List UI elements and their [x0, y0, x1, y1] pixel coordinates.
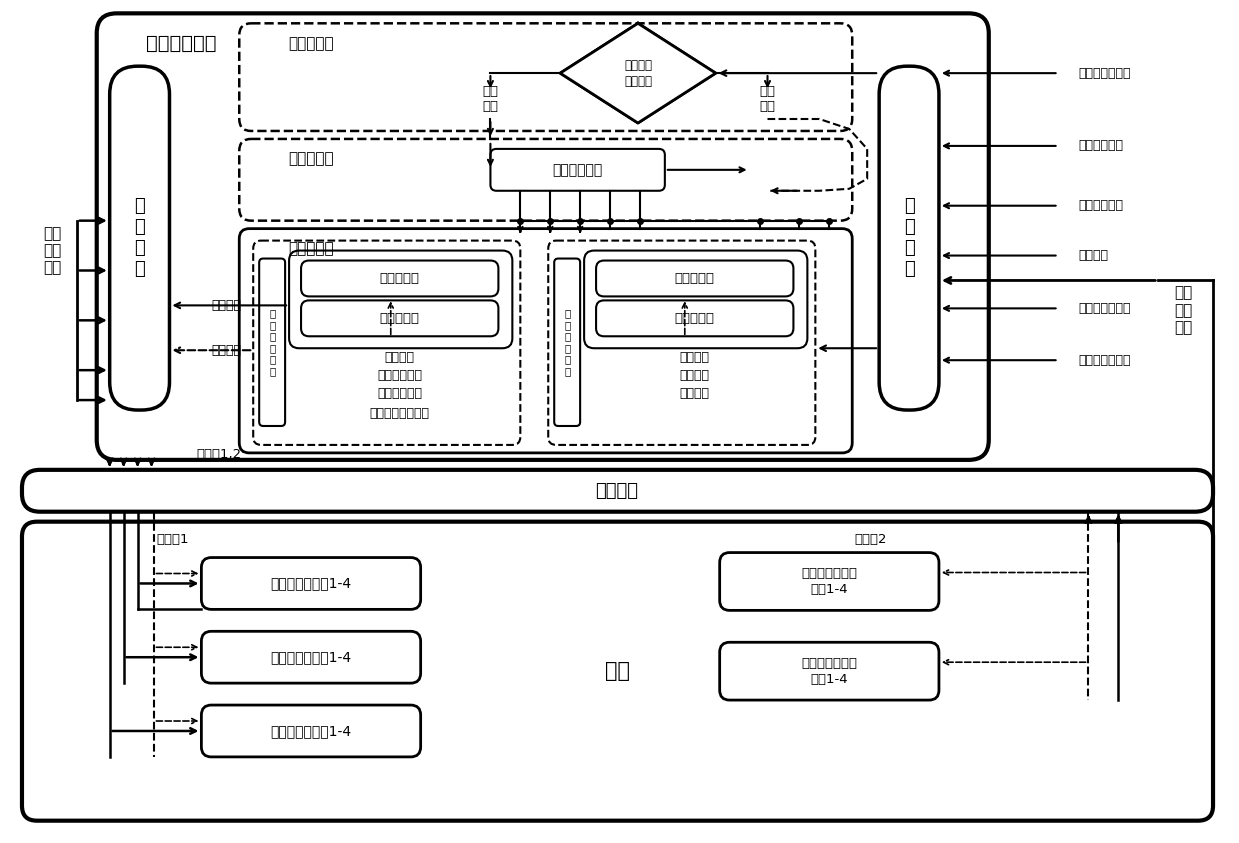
FancyBboxPatch shape	[584, 250, 808, 348]
Text: 加速踏板信息: 加速踏板信息	[1078, 139, 1124, 153]
FancyBboxPatch shape	[110, 66, 170, 410]
FancyBboxPatch shape	[239, 228, 852, 453]
Text: 纵向加速度信息: 纵向加速度信息	[1078, 302, 1131, 315]
Text: 接
收
模
块: 接 收 模 块	[903, 197, 914, 278]
FancyBboxPatch shape	[259, 259, 285, 426]
Text: 制动能量回收: 制动能量回收	[377, 368, 422, 382]
FancyBboxPatch shape	[301, 260, 498, 297]
Text: 调度命令: 调度命令	[212, 344, 242, 357]
Text: 状态判断层: 状态判断层	[289, 35, 333, 51]
FancyBboxPatch shape	[97, 13, 989, 460]
Text: 模式管理模块: 模式管理模块	[553, 163, 602, 177]
Text: 参考帧2: 参考帧2	[854, 533, 887, 546]
Text: 车轮转速传感器
节点1-4: 车轮转速传感器 节点1-4	[802, 657, 857, 685]
Text: 驱动转向协同: 驱动转向协同	[377, 387, 422, 400]
FancyBboxPatch shape	[202, 705, 421, 757]
Text: 转向执行器节点1-4: 转向执行器节点1-4	[270, 650, 352, 664]
Text: 调度器模块: 调度器模块	[675, 312, 715, 325]
Text: 横摆角速度信息: 横摆角速度信息	[1078, 354, 1131, 367]
FancyBboxPatch shape	[720, 552, 939, 610]
Text: 驱动执行器节点1-4: 驱动执行器节点1-4	[270, 577, 352, 590]
Text: 基本驱动: 基本驱动	[680, 368, 710, 382]
Text: 参考帧1,2: 参考帧1,2	[197, 448, 242, 461]
Text: 控制器模块: 控制器模块	[675, 272, 715, 285]
Text: 发
送
模
块: 发 送 模 块	[134, 197, 145, 278]
FancyBboxPatch shape	[202, 631, 421, 683]
Text: 基本转向: 基本转向	[680, 387, 710, 400]
Text: 正常
状态: 正常 状态	[482, 85, 498, 113]
FancyBboxPatch shape	[720, 642, 939, 700]
Text: 策略管理层: 策略管理层	[289, 241, 333, 256]
Text: 车载网络: 车载网络	[596, 481, 638, 500]
Text: 车辆
状态
反馈: 车辆 状态 反馈	[1175, 286, 1192, 336]
Polygon shape	[560, 24, 716, 123]
FancyBboxPatch shape	[880, 66, 939, 410]
Text: 车辆: 车辆	[605, 661, 629, 681]
Text: 策
略
管
理
模
块: 策 略 管 理 模 块	[564, 309, 570, 376]
Text: 方向盘转角信息: 方向盘转角信息	[1078, 67, 1131, 79]
Text: 制动执行器节点1-4: 制动执行器节点1-4	[270, 724, 352, 738]
Text: 策
略
管
理
模
块: 策 略 管 理 模 块	[269, 309, 275, 376]
Text: 调度器模块: 调度器模块	[379, 312, 420, 325]
Text: 制动踏板信息: 制动踏板信息	[1078, 199, 1124, 212]
Text: 参考帧1: 参考帧1	[156, 533, 190, 546]
Text: 模式管理层: 模式管理层	[289, 152, 333, 166]
FancyBboxPatch shape	[301, 300, 498, 336]
Text: 车轮转角传感器
节点1-4: 车轮转角传感器 节点1-4	[802, 567, 857, 596]
Text: 总线状态
管理模块: 总线状态 管理模块	[624, 59, 652, 88]
Text: 整车控制单元: 整车控制单元	[146, 34, 217, 53]
Text: 辅助
状态: 辅助 状态	[760, 85, 776, 113]
Text: 基本制动: 基本制动	[680, 351, 710, 363]
FancyBboxPatch shape	[596, 300, 793, 336]
Text: 驱动制动转向协同: 驱动制动转向协同	[369, 406, 430, 420]
FancyBboxPatch shape	[596, 260, 793, 297]
Text: 车辆
控制
命令: 车辆 控制 命令	[43, 226, 61, 276]
Text: 控制器模块: 控制器模块	[379, 272, 420, 285]
Text: 车速信息: 车速信息	[1078, 249, 1109, 262]
FancyBboxPatch shape	[202, 557, 421, 609]
FancyBboxPatch shape	[491, 149, 665, 191]
FancyBboxPatch shape	[289, 250, 513, 348]
FancyBboxPatch shape	[554, 259, 580, 426]
FancyBboxPatch shape	[22, 522, 1213, 821]
Text: 控制命令: 控制命令	[212, 299, 242, 312]
Text: 高效驱动: 高效驱动	[385, 351, 415, 363]
FancyBboxPatch shape	[22, 470, 1213, 512]
